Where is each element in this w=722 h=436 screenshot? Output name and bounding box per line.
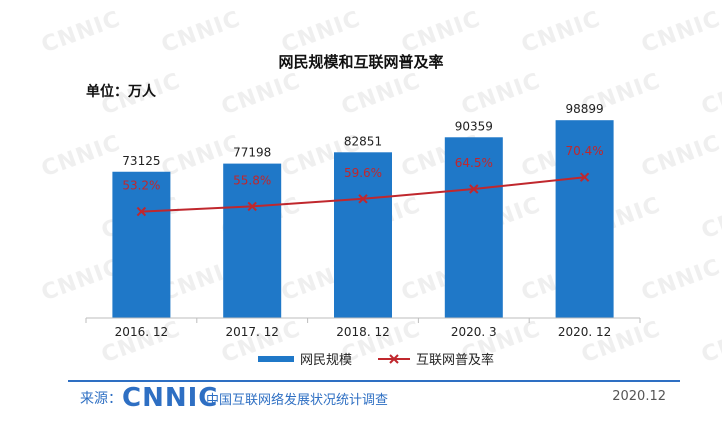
report-date: 2020.12 xyxy=(612,389,666,404)
point-marker-stroke xyxy=(579,172,590,182)
line-value-label: 70.4% xyxy=(566,144,604,158)
bar-value-label: 98899 xyxy=(566,102,604,116)
bar xyxy=(223,163,282,318)
point-marker-stroke xyxy=(136,206,147,217)
x-tick-label: 2016. 12 xyxy=(115,325,168,339)
line-point xyxy=(579,172,590,182)
line-point xyxy=(358,194,368,204)
chart-title: 网民规模和互联网普及率 xyxy=(278,53,443,71)
chart: 网民规模和互联网普及率 单位：万人 73125 77198 82851 90359 98… xyxy=(85,53,641,368)
line-point xyxy=(469,184,479,194)
x-tick-label: 2020. 3 xyxy=(451,325,497,339)
bar xyxy=(112,171,171,318)
point-marker-stroke xyxy=(247,201,257,212)
unit-label: 单位：万人 xyxy=(86,83,157,100)
line-value-label: 53.2% xyxy=(122,179,160,193)
x-axis xyxy=(85,317,641,323)
point-marker-stroke xyxy=(469,184,479,194)
legend-marker xyxy=(389,354,399,364)
x-tick-label: 2017. 12 xyxy=(225,325,278,339)
point-marker-stroke xyxy=(358,194,368,204)
x-tick-label: 2020. 12 xyxy=(558,325,611,339)
source-label: 来源： xyxy=(80,391,122,407)
legend-label: 网民规模 xyxy=(300,353,352,368)
bar-value-label: 82851 xyxy=(344,134,382,148)
bar-value-label: 73125 xyxy=(122,154,160,168)
line-group: 53.2% 55.8% 59.6% 64.5% 70.4% xyxy=(122,144,604,217)
x-tick-label: 2018. 12 xyxy=(336,325,389,339)
bar xyxy=(444,137,503,318)
line-value-label: 55.8% xyxy=(233,173,271,187)
line-point xyxy=(247,201,257,212)
x-ticks: 2016. 12 2017. 12 2018. 12 2020. 3 2020. 12 xyxy=(115,325,612,339)
bar-value-label: 90359 xyxy=(455,119,493,133)
line-value-label: 64.5% xyxy=(455,156,493,170)
legend-label: 互联网普及率 xyxy=(416,352,494,368)
footer: 来源： CNNIC 中国互联网络发展状况统计调查 2020.12 xyxy=(68,380,680,413)
cnnic-logo: CNNIC xyxy=(122,383,219,413)
line-value-label: 59.6% xyxy=(344,166,382,180)
legend: 网民规模 互联网普及率 xyxy=(258,352,494,368)
bar xyxy=(334,152,392,318)
bar-value-label: 77198 xyxy=(233,146,271,160)
legend-swatch-bar xyxy=(258,356,294,362)
survey-name: 中国互联网络发展状况统计调查 xyxy=(206,393,389,408)
bars-group: 73125 77198 82851 90359 98899 xyxy=(112,102,614,319)
line-point xyxy=(136,206,147,217)
bar xyxy=(555,120,614,319)
